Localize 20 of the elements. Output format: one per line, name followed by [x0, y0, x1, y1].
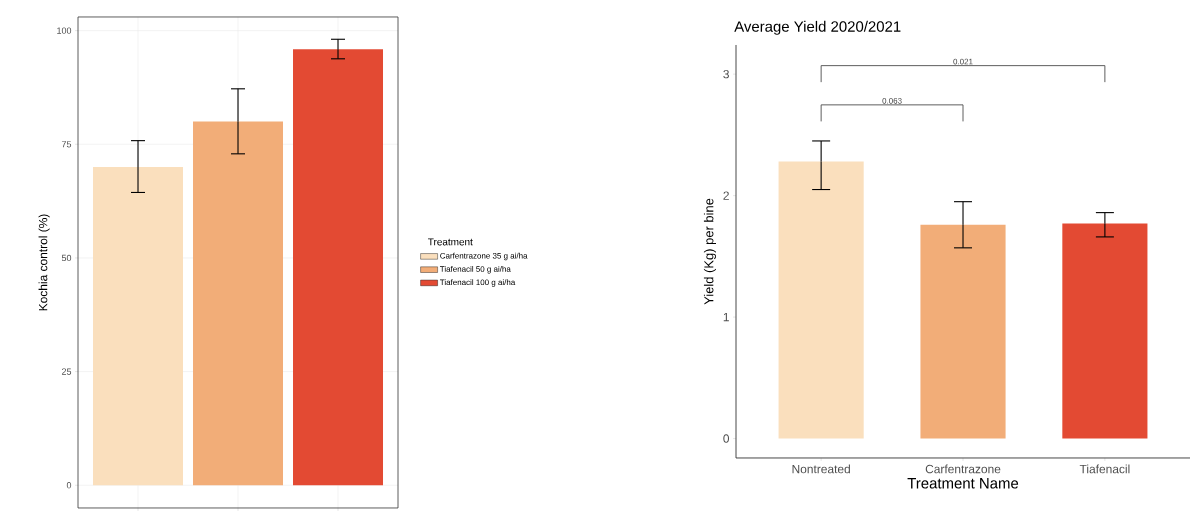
y-tick-label: 0: [66, 482, 72, 489]
y-tick-label: 3: [723, 69, 729, 79]
y-tick-label: 50: [61, 254, 72, 262]
x-tick-label: Tiafenacil: [1079, 464, 1130, 474]
bar: [1062, 223, 1148, 439]
y-tick-label: 1: [723, 312, 729, 322]
chart-title: Average Yield 2020/2021: [734, 20, 901, 35]
bar: [920, 224, 1006, 439]
x-tick-label: Nontreated: [792, 464, 850, 474]
y-tick-label: 75: [61, 141, 72, 148]
y-tick-label: 2: [723, 191, 729, 200]
legend-title: Treatment: [428, 238, 473, 246]
y-tick-label: 100: [57, 27, 72, 34]
y-axis-title: Kochia control (%): [38, 214, 50, 311]
bar: [778, 161, 864, 439]
x-tick-label: Carfentrazone: [925, 464, 1001, 474]
y-tick-label: 25: [61, 368, 72, 375]
x-axis-title: Treatment Name: [907, 478, 1019, 489]
y-tick-label: 0: [723, 434, 730, 443]
y-axis-title: Yield (Kg) per bine: [703, 198, 716, 305]
